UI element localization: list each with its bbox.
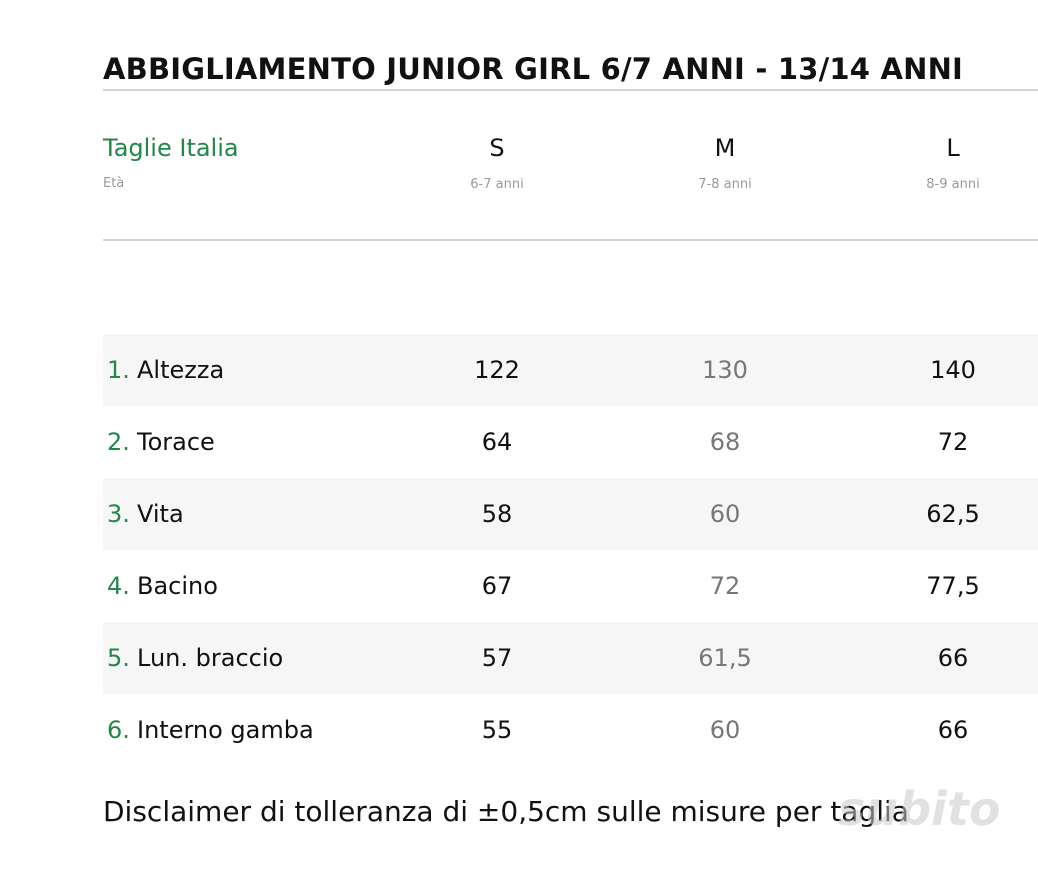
row-number: 4. (107, 572, 130, 600)
cell-value: 62,5 (926, 500, 980, 528)
row-number: 3. (107, 500, 130, 528)
row-label: Bacino (137, 572, 218, 600)
cell-value: 77,5 (926, 572, 980, 600)
table-row: 1. Altezza 122 130 140 (103, 334, 1038, 406)
cell-value: 61,5 (698, 644, 752, 672)
title: ABBIGLIAMENTO JUNIOR GIRL 6/7 ANNI - 13/… (103, 52, 964, 86)
cell-value: 60 (709, 500, 741, 528)
table-row: 4. Bacino 67 72 77,5 (103, 550, 1038, 622)
cell-value: 72 (709, 572, 741, 600)
row-number: 5. (107, 644, 130, 672)
row-number: 2. (107, 428, 130, 456)
cell-value: 130 (702, 356, 748, 384)
cell-value: 68 (709, 428, 741, 456)
age-header: 6-7 anni (470, 177, 524, 192)
row-number: 1. (107, 356, 130, 384)
size-header: S (489, 134, 505, 162)
cell-value: 55 (481, 716, 513, 744)
watermark: subito (838, 782, 1001, 836)
row-label: Altezza (137, 356, 225, 384)
cell-value: 122 (474, 356, 520, 384)
table-row: 6. Interno gamba 55 60 66 (103, 694, 1038, 766)
divider (103, 239, 1038, 241)
cell-value: 66 (937, 644, 969, 672)
size-header: L (946, 134, 960, 162)
row-number: 6. (107, 716, 130, 744)
age-header: 8-9 anni (926, 177, 980, 192)
cell-value: 58 (481, 500, 513, 528)
cell-value: 60 (709, 716, 741, 744)
cell-value: 64 (481, 428, 513, 456)
table-row: 3. Vita 58 60 62,5 (103, 478, 1038, 550)
cell-value: 66 (937, 716, 969, 744)
age-label: Età (103, 176, 125, 191)
age-header: 7-8 anni (698, 177, 752, 192)
row-label: Interno gamba (137, 716, 314, 744)
row-label: Lun. braccio (137, 644, 284, 672)
row-label: Vita (137, 500, 184, 528)
cell-value: 140 (930, 356, 976, 384)
size-header: M (714, 134, 736, 162)
cell-value: 67 (481, 572, 513, 600)
table-row: 2. Torace 64 68 72 (103, 406, 1038, 478)
table-row: 5. Lun. braccio 57 61,5 66 (103, 622, 1038, 694)
cell-value: 72 (937, 428, 969, 456)
divider (103, 89, 1038, 91)
disclaimer: Disclaimer di tolleranza di ±0,5cm sulle… (103, 795, 909, 828)
cell-value: 57 (481, 644, 513, 672)
size-label: Taglie Italia (103, 134, 239, 162)
row-label: Torace (137, 428, 215, 456)
